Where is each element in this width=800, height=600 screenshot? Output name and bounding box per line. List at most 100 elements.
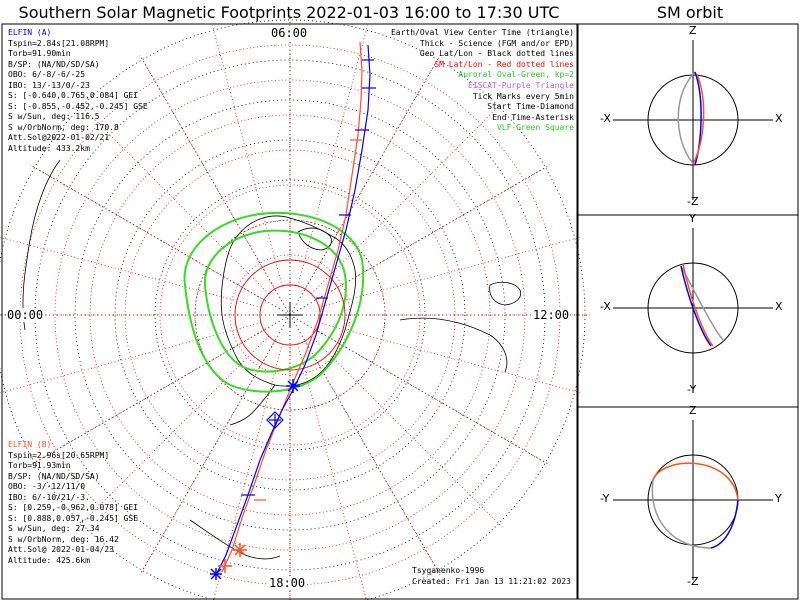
legend-item: Auroral Oval-Green, kp=2 [458, 70, 574, 80]
mlt-label-bottom: 18:00 [268, 576, 307, 590]
end-asterisk [286, 379, 300, 393]
south-america-coast [399, 317, 508, 373]
orbit-panel-2 [613, 228, 773, 388]
sm-circle-4 [89, 114, 491, 516]
elfin-b-info: ELFIN (B) Tspin=2.96s[20.65RPM] Torb=91.93… [8, 440, 138, 566]
orbit-trace-gray [651, 479, 712, 549]
sm-radial-225 [77, 102, 270, 295]
track-elfin-a [215, 44, 371, 576]
start-diamond [266, 411, 284, 429]
info-line: OBO: -3/-12/11/0 [8, 482, 86, 491]
track-elfin-b [221, 41, 363, 573]
geo-circle-4 [74, 99, 506, 531]
sm-radial-315 [310, 102, 503, 295]
sm-radial-120 [139, 340, 276, 576]
orbit-trace-b [692, 73, 705, 165]
sm-radial-15 [318, 322, 580, 394]
orbit-label-bottom: -Z [687, 195, 699, 208]
orbit-frame [577, 23, 799, 600]
orbit-trace-a [680, 265, 712, 347]
sm-radial-75 [297, 343, 367, 600]
info-line: S: [0.259,-0.962,0.078] GEI [8, 503, 139, 512]
sm-radial-135 [77, 335, 270, 528]
sm-circle-0 [229, 254, 351, 376]
orbit-label-left: -X [600, 300, 611, 313]
auroral-oval [183, 212, 365, 393]
antarctica-outline [220, 215, 357, 387]
info-line: S w/OrbNorm, deg: 170.8 [8, 122, 119, 132]
info-line: Tspin=2.84s[21.08RPM] [8, 38, 110, 48]
sm-radial-30 [315, 329, 551, 466]
nz-island [489, 281, 522, 306]
orbit-label-left: -Y [600, 492, 610, 505]
orbit-trace-a [694, 71, 702, 166]
info-line: Altitude: 433.2km [8, 143, 90, 153]
orbit-panel-1 [613, 40, 773, 200]
info-line: Torb=91.90min [8, 49, 71, 58]
orbit-trace-b [652, 462, 739, 501]
end-asterisk-b [218, 543, 247, 573]
info-line: B/SP: (NA/ND/SD/SA) [8, 471, 100, 481]
legend-item: SM Lat/Lon - Red dotted lines [434, 59, 574, 69]
legend-item: Geo Lat/Lon - Black dotted lines [419, 49, 574, 59]
geo-circle-6 [0, 19, 586, 600]
mlt-label-left: 00:00 [6, 308, 45, 322]
credit-created: Created: Fri Jan 13 11:21:02 2023 [412, 577, 571, 586]
orbit-label-right: X [775, 112, 783, 125]
orbit-label-top: Y [689, 212, 696, 225]
mlt-label-top: 06:00 [270, 26, 309, 40]
info-line: S w/Sun, deg: 27.34 [8, 524, 100, 533]
sm-circle-3 [124, 149, 456, 481]
legend-item: VLF-Green Square [496, 123, 574, 133]
orbit-panel-3 [613, 420, 773, 580]
orbit-trace-a [710, 499, 739, 549]
end-asterisk-a [210, 568, 222, 580]
elfin-a-info: ELFIN (A) Tspin=2.84s[21.08RPM] Torb=91.90… [8, 28, 148, 154]
page-title: Southern Solar Magnetic Footprints 2022-… [18, 3, 560, 22]
info-line: ELFIN (A) [8, 28, 52, 37]
legend-item: Tick Marks every 5min [472, 91, 574, 101]
orbit-label-left: -X [600, 112, 611, 125]
info-line: S w/Sun, deg: 116.5 [8, 112, 100, 121]
info-line: IBO: 13/-13/0/-23 [8, 80, 90, 90]
orbit-trace-b [682, 263, 714, 347]
info-line: B/SP: (NA/ND/SD/SA) [8, 59, 100, 69]
orbit-label-right: X [775, 300, 783, 313]
sm-radial-60 [304, 340, 441, 576]
sm-circle-5 [54, 79, 526, 551]
info-line: IBO: 6/-10/21/-3. [8, 492, 90, 502]
geo-circle-3 [114, 139, 466, 491]
info-line: Torb=91.93min [8, 461, 71, 470]
info-line: Att.Sol@ 2022-01-04/23 [8, 545, 114, 554]
info-line: OBO: 6/-8/-6/-25 [8, 70, 86, 79]
sm-circle-2 [159, 184, 421, 446]
legend-item: Earth/Oval View Center Time (triangle) [390, 28, 574, 37]
credit-model: Tsyganenko-1996 [412, 566, 485, 575]
sm-circle-1 [194, 219, 386, 411]
mlt-label-right: 12:00 [532, 308, 571, 322]
legend-item: Start Time-Diamond [487, 102, 574, 112]
auroral-oval-inner [203, 229, 347, 373]
info-line: S: [-0.640,0.765,0.084] GEI [8, 91, 139, 100]
sm-radial-345 [318, 236, 580, 308]
legend-item: Thick - Science (FGM and/or EPD) [419, 38, 574, 48]
info-line: S w/OrbNorm, deg: 16.42 [8, 534, 119, 544]
orbit-panels [613, 40, 773, 580]
map-frame [1, 23, 578, 600]
tick-marks [241, 59, 376, 501]
info-line: S: [-0.855,-0.452,-0.245] GSE [8, 101, 148, 111]
sm-radial-105 [213, 343, 283, 600]
auroral-oval-outer [183, 212, 365, 393]
info-line: ELFIN (B) [8, 440, 52, 449]
ross-ice-shelf [297, 227, 332, 251]
info-line: S: [0.888,0.057,-0.245] GSE [8, 513, 139, 523]
sm-radial-330 [315, 164, 551, 301]
info-line: Altitude: 425.6km [8, 555, 90, 565]
orbit-label-bottom: -Z [687, 575, 699, 588]
info-line: Tspin=2.96s[20.65RPM] [8, 450, 110, 460]
coastlines [22, 159, 522, 560]
orbit-label-top: Z [689, 24, 697, 37]
info-line: Att.Sol@2022-01-02/21 [8, 133, 110, 142]
orbit-trace-gray [677, 71, 696, 166]
sm-radial-45 [310, 335, 503, 528]
